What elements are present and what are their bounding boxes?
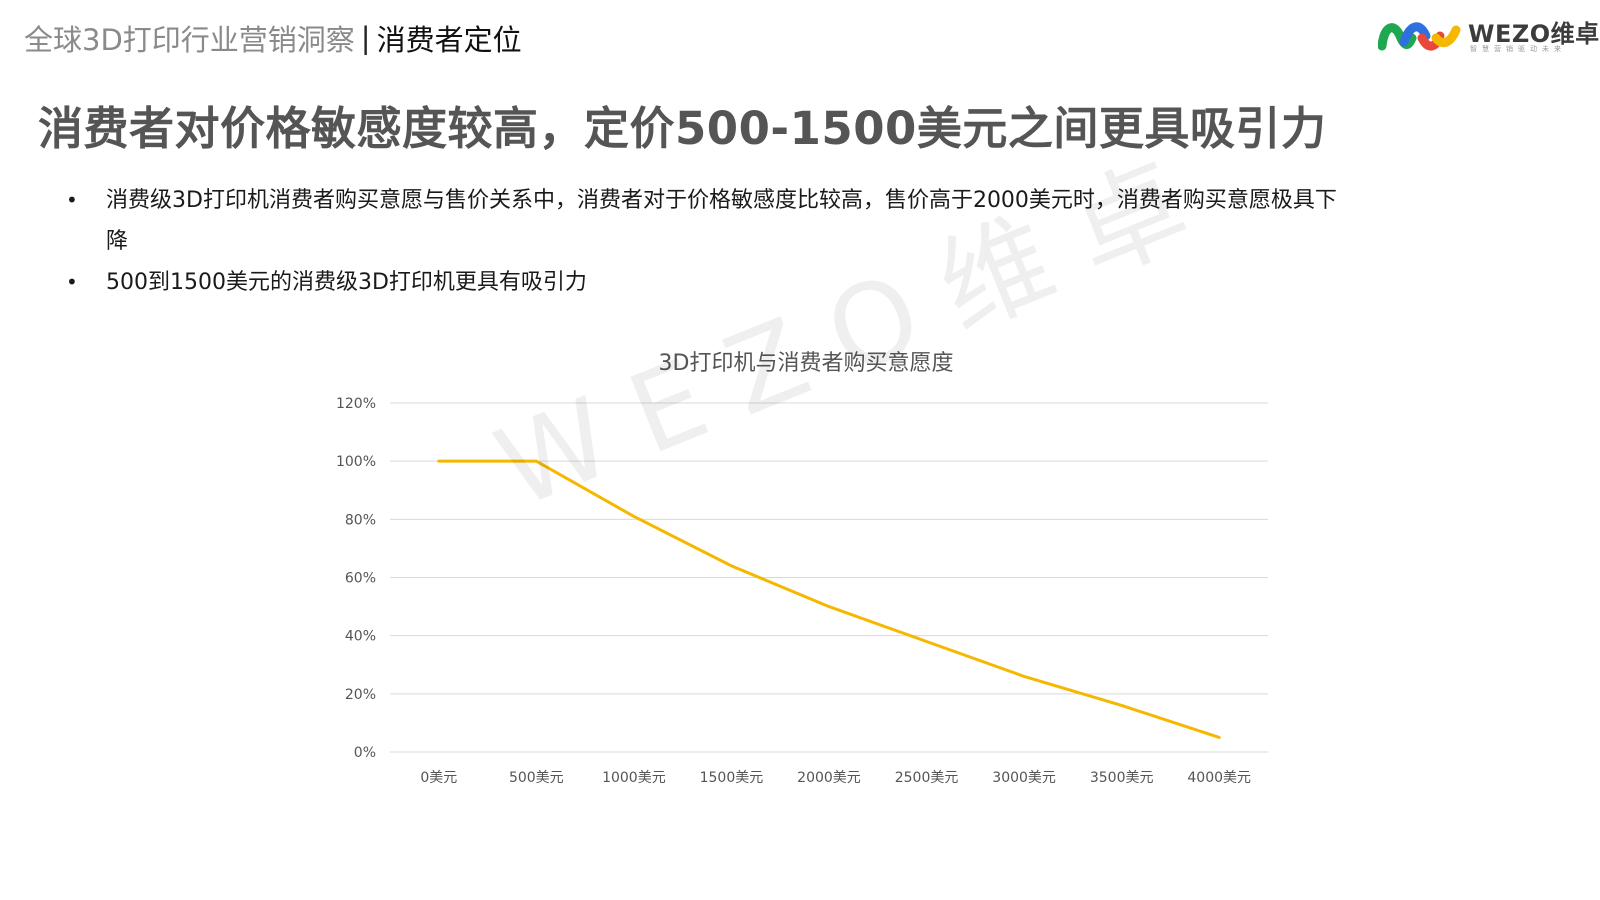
x-tick-label: 3000美元: [992, 770, 1056, 786]
y-tick-label: 60%: [345, 571, 376, 587]
x-tick-label: 2000美元: [797, 770, 861, 786]
x-axis-ticks: 0美元 500美元 1000美元 1500美元 2000美元 2500美元 3000美元 35…: [420, 770, 1251, 786]
slide-headline: 消费者对价格敏感度较高，定价500-1500美元之间更具吸引力: [38, 102, 1327, 155]
x-tick-label: 500美元: [509, 770, 564, 786]
logo-brand: WEZO维卓: [1468, 20, 1600, 48]
header-separator: |: [360, 21, 371, 55]
x-tick-label: 0美元: [420, 770, 457, 786]
bullet-list: 消费级3D打印机消费者购买意愿与售价关系中，消费者对于价格敏感度比较高，售价高于…: [64, 180, 1344, 303]
chart-gridlines: [390, 402, 1268, 753]
series-line: [437, 459, 1221, 739]
x-tick-label: 4000美元: [1187, 770, 1251, 786]
y-tick-label: 100%: [336, 454, 376, 470]
wezo-logo-icon: [1378, 22, 1461, 51]
y-tick-label: 40%: [345, 629, 376, 645]
bullet-item: 消费级3D打印机消费者购买意愿与售价关系中，消费者对于价格敏感度比较高，售价高于…: [64, 180, 1344, 262]
y-axis-ticks: 0% 20% 40% 60% 80% 100% 120%: [336, 396, 376, 761]
header-topic: 全球3D打印行业营销洞察: [24, 23, 355, 57]
bullet-item: 500到1500美元的消费级3D打印机更具有吸引力: [64, 262, 1344, 303]
x-tick-label: 1000美元: [602, 770, 666, 786]
y-tick-label: 120%: [336, 396, 376, 412]
y-tick-label: 20%: [345, 687, 376, 703]
logo-tagline: 智慧营销驱动未来: [1470, 45, 1566, 53]
chart-series: [437, 459, 1221, 739]
x-tick-label: 2500美元: [895, 770, 959, 786]
wezo-logo: WEZO维卓 智慧营销驱动未来: [1378, 12, 1599, 56]
y-tick-label: 0%: [354, 745, 376, 761]
x-tick-label: 3500美元: [1090, 770, 1154, 786]
header-section: 消费者定位: [376, 23, 522, 57]
x-tick-label: 1500美元: [700, 770, 764, 786]
y-tick-label: 80%: [345, 512, 376, 528]
chart-title: 3D打印机与消费者购买意愿度: [659, 351, 954, 376]
slide-header: 全球3D打印行业营销洞察 | 消费者定位: [24, 16, 522, 60]
